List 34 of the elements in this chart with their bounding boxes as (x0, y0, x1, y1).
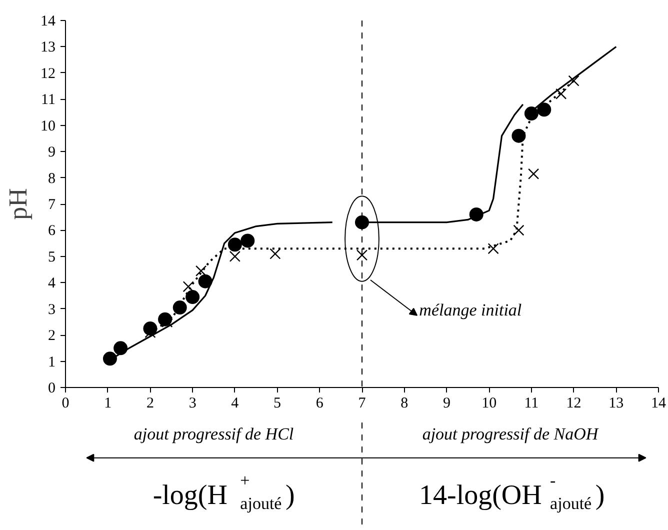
x-tick-label: 11 (524, 396, 539, 412)
y-tick-label: 11 (41, 92, 56, 108)
text: ajout progressif de NaOH (422, 424, 600, 444)
y-tick-label: 7 (48, 197, 56, 213)
x-tick-label: 6 (316, 396, 324, 412)
annotation: mélange initial (419, 300, 522, 320)
y-tick-label: 13 (40, 40, 56, 56)
x-tick-label: 5 (274, 396, 282, 412)
y-tick-label: 5 (48, 249, 56, 266)
y-tick-label: 9 (48, 144, 56, 161)
y-tick-label: 12 (40, 66, 56, 82)
y-tick-label: 10 (40, 118, 56, 134)
y-tick-label: 1 (48, 354, 56, 370)
y-tick-label: 8 (48, 170, 56, 187)
x-tick-label: 7 (358, 396, 366, 412)
x-tick-label: 10 (482, 396, 497, 412)
y-tick-label: 6 (48, 223, 56, 240)
x-tick-label: 4 (231, 396, 240, 412)
x-tick-label: 8 (400, 396, 408, 412)
x-tick-label: 9 (442, 396, 450, 412)
y-axis-title: pH (4, 188, 32, 220)
y-tick-label: 4 (48, 276, 56, 292)
y-tick-label: 2 (48, 328, 56, 344)
text: ajout progressif de HCl (134, 424, 294, 444)
y-tick-label: 3 (48, 302, 56, 318)
y-tick-label: 14 (40, 14, 56, 30)
x-tick-label: 14 (651, 396, 666, 412)
x-tick-label: 13 (608, 396, 624, 412)
x-tick-label: 1 (104, 396, 112, 412)
x-tick-label: 2 (146, 396, 154, 412)
x-tick-label: 12 (566, 396, 582, 412)
y-tick-label: 0 (48, 380, 56, 396)
x-tick-label: 0 (62, 396, 70, 412)
x-tick-label: 3 (188, 396, 196, 412)
